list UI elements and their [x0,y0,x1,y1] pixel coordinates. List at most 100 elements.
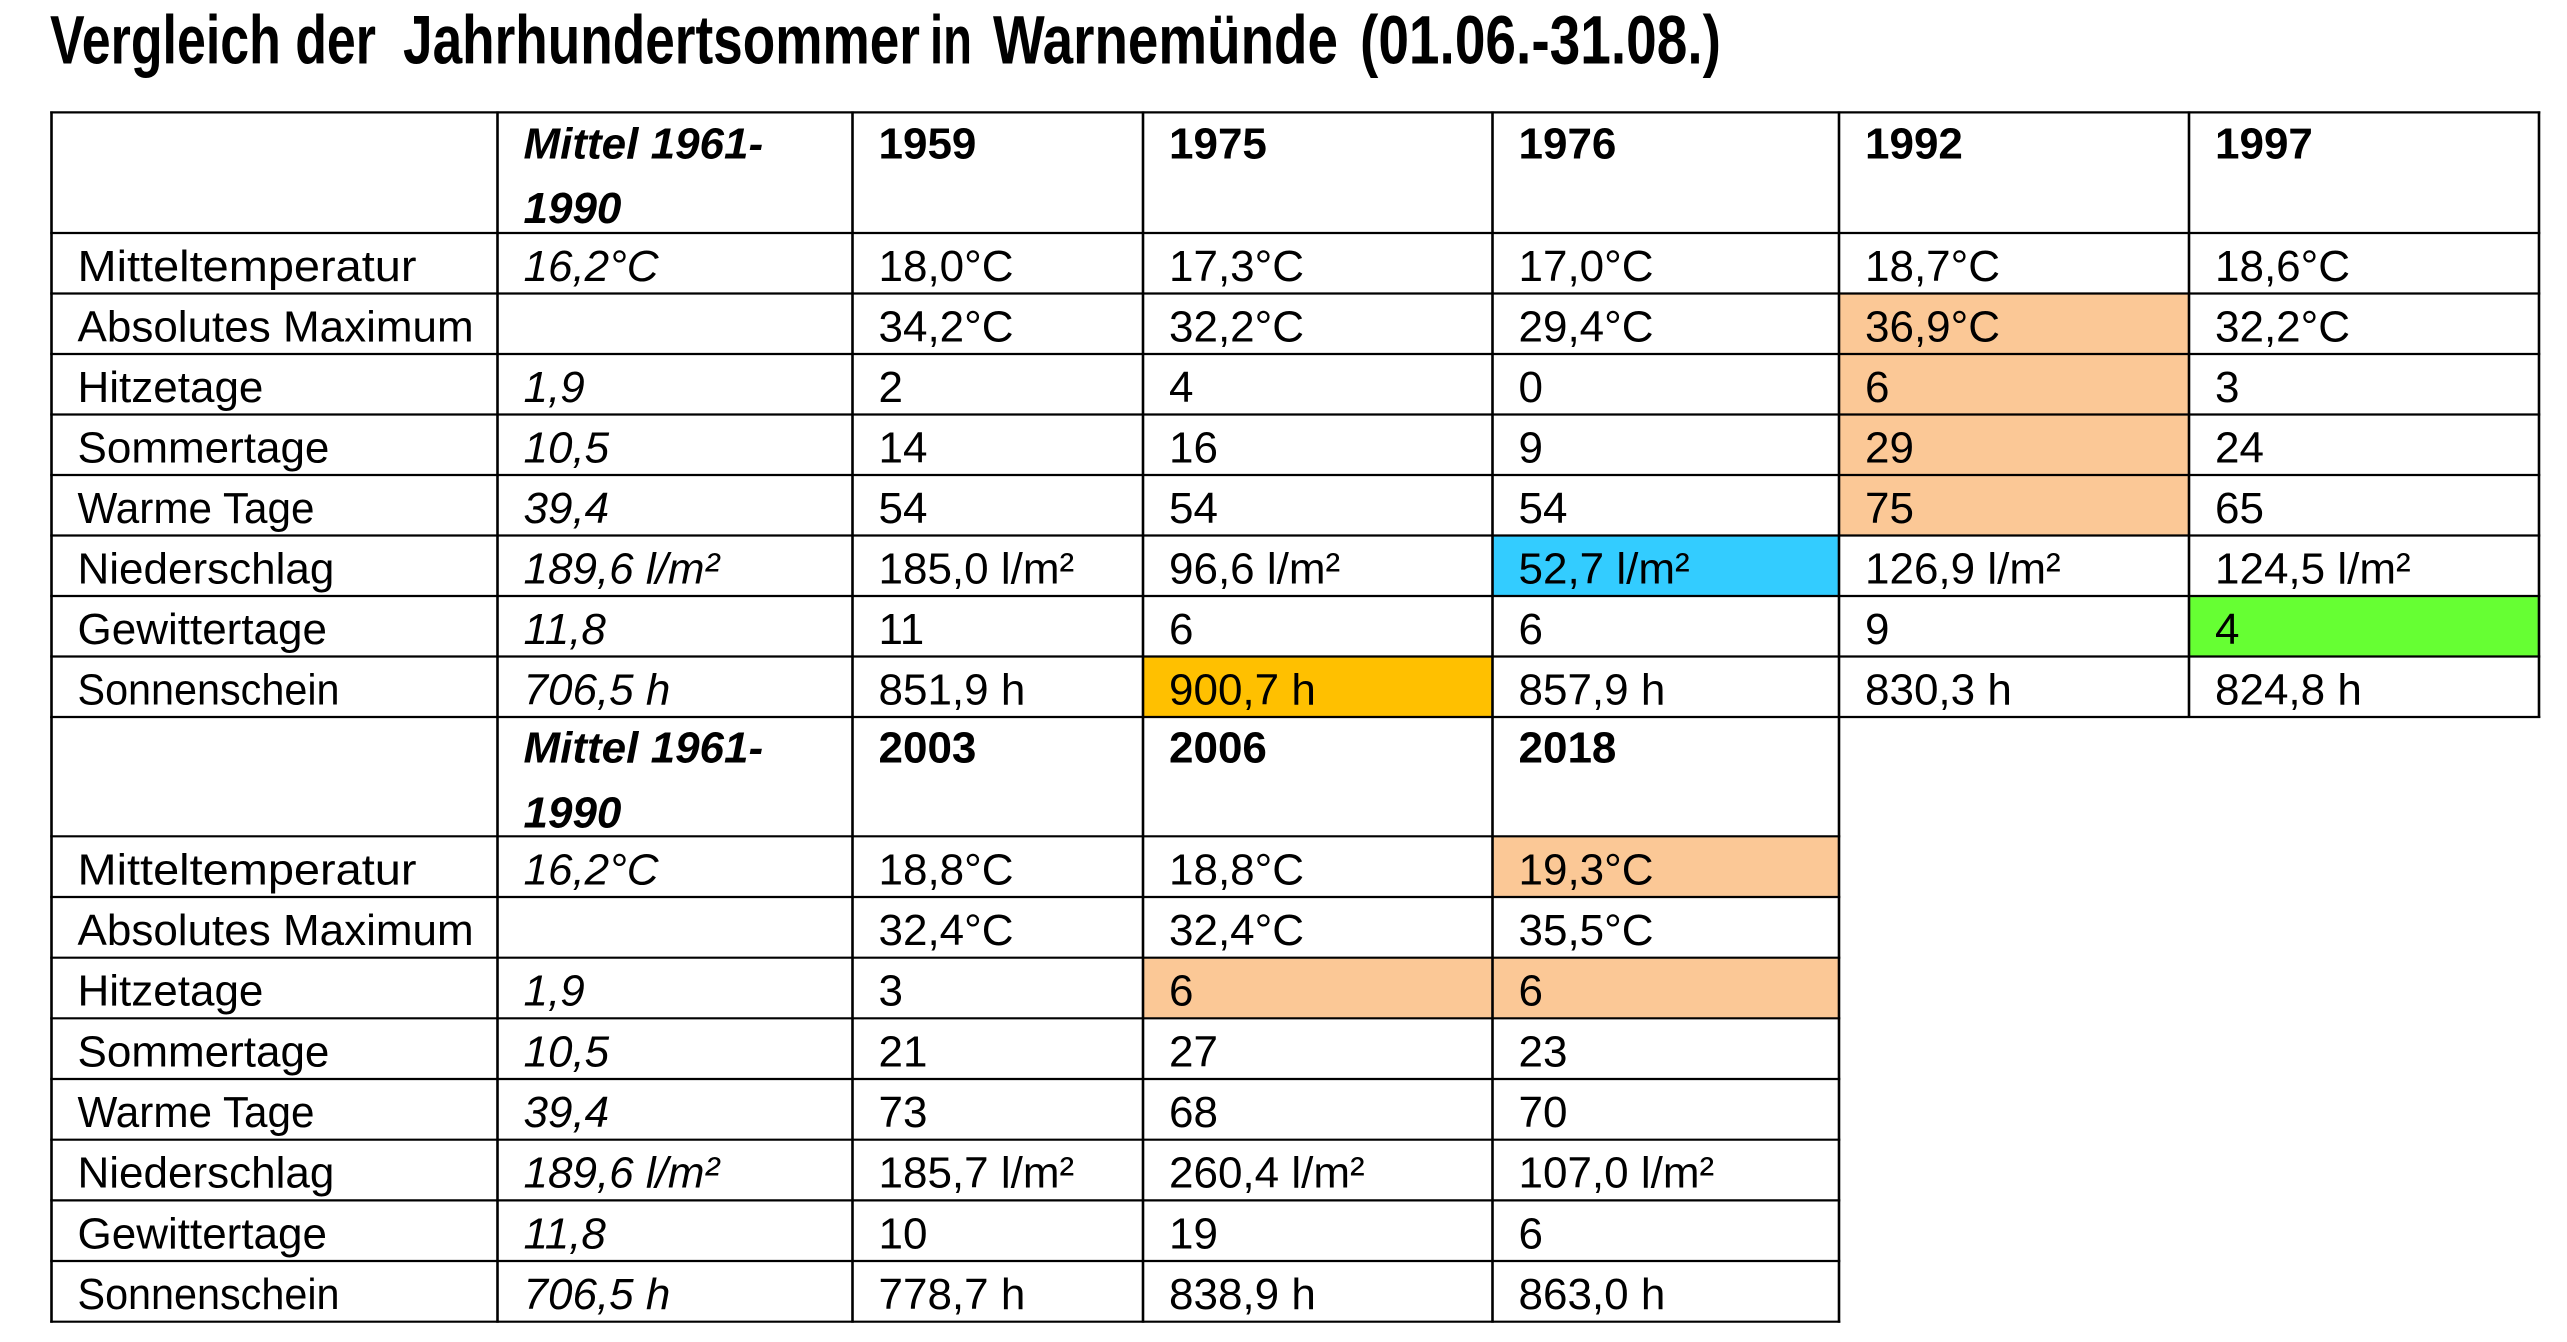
svg-text:9: 9 [1519,424,1543,473]
svg-text:863,0 h: 863,0 h [1519,1270,1666,1319]
svg-text:189,6 l/m²: 189,6 l/m² [524,545,721,594]
svg-text:16,2°C: 16,2°C [524,242,660,291]
svg-text:10: 10 [879,1209,928,1258]
svg-text:3: 3 [2215,363,2239,412]
svg-text:6: 6 [1519,967,1543,1016]
svg-text:17,3°C: 17,3°C [1169,242,1304,291]
svg-text:27: 27 [1169,1027,1218,1076]
svg-text:1990: 1990 [524,788,622,837]
svg-text:36,9°C: 36,9°C [1865,303,2000,352]
svg-text:824,8 h: 824,8 h [2215,666,2362,715]
svg-text:185,7 l/m²: 185,7 l/m² [879,1149,1075,1198]
svg-text:126,9 l/m²: 126,9 l/m² [1865,545,2061,594]
svg-text:Gewittertage: Gewittertage [78,1209,327,1258]
svg-text:54: 54 [1169,484,1218,533]
svg-text:2006: 2006 [1169,724,1267,773]
svg-text:2003: 2003 [879,724,977,773]
svg-text:16: 16 [1169,424,1218,473]
svg-text:706,5 h: 706,5 h [524,666,671,715]
svg-text:29,4°C: 29,4°C [1519,303,1654,352]
svg-text:10,5: 10,5 [524,424,610,473]
svg-text:54: 54 [1519,484,1568,533]
svg-text:3: 3 [879,967,903,1016]
svg-text:851,9 h: 851,9 h [879,666,1026,715]
svg-text:Absolutes Maximum: Absolutes Maximum [78,906,474,955]
svg-text:in: in [930,2,972,79]
svg-text:260,4 l/m²: 260,4 l/m² [1169,1149,1365,1198]
svg-text:Mittel 1961-: Mittel 1961- [524,724,764,773]
svg-text:11: 11 [879,605,925,654]
svg-text:Niederschlag: Niederschlag [78,1149,335,1198]
svg-text:4: 4 [2215,605,2239,654]
svg-text:706,5 h: 706,5 h [524,1270,671,1319]
svg-text:Warme Tage: Warme Tage [78,1088,315,1137]
svg-text:107,0 l/m²: 107,0 l/m² [1519,1149,1715,1198]
svg-text:2: 2 [879,363,903,412]
svg-text:39,4: 39,4 [524,484,610,533]
svg-text:1,9: 1,9 [524,363,585,412]
svg-text:32,2°C: 32,2°C [1169,303,1304,352]
svg-text:Jahrhundertsommer: Jahrhundertsommer [403,2,920,79]
svg-text:54: 54 [879,484,928,533]
svg-text:19,3°C: 19,3°C [1519,845,1654,894]
svg-text:(01.06.-31.08.): (01.06.-31.08.) [1360,2,1721,79]
svg-text:6: 6 [1169,967,1193,1016]
svg-text:Sonnenschein: Sonnenschein [78,1270,340,1319]
svg-text:1959: 1959 [879,120,977,169]
svg-text:21: 21 [879,1027,928,1076]
svg-text:11,8: 11,8 [524,1209,607,1258]
svg-text:Mitteltemperatur: Mitteltemperatur [78,242,417,291]
svg-text:9: 9 [1865,605,1889,654]
svg-text:830,3 h: 830,3 h [1865,666,2012,715]
svg-text:32,2°C: 32,2°C [2215,303,2350,352]
svg-text:32,4°C: 32,4°C [879,906,1014,955]
svg-text:39,4: 39,4 [524,1088,610,1137]
svg-text:857,9 h: 857,9 h [1519,666,1666,715]
svg-text:Warme Tage: Warme Tage [78,484,315,533]
svg-text:10,5: 10,5 [524,1027,610,1076]
svg-text:32,4°C: 32,4°C [1169,906,1304,955]
svg-text:75: 75 [1865,484,1914,533]
svg-text:24: 24 [2215,424,2264,473]
svg-text:16,2°C: 16,2°C [524,845,660,894]
svg-text:65: 65 [2215,484,2264,533]
svg-text:778,7 h: 778,7 h [879,1270,1026,1319]
svg-text:70: 70 [1519,1088,1568,1137]
svg-text:1990: 1990 [524,184,622,233]
svg-text:6: 6 [1865,363,1889,412]
svg-text:34,2°C: 34,2°C [879,303,1014,352]
svg-text:Hitzetage: Hitzetage [78,967,264,1016]
svg-text:96,6 l/m²: 96,6 l/m² [1169,545,1340,594]
svg-text:18,8°C: 18,8°C [879,845,1014,894]
svg-text:Sommertage: Sommertage [78,424,330,473]
svg-text:838,9 h: 838,9 h [1169,1270,1316,1319]
svg-text:73: 73 [879,1088,928,1137]
svg-text:19: 19 [1169,1209,1218,1258]
svg-text:189,6 l/m²: 189,6 l/m² [524,1149,721,1198]
svg-text:18,0°C: 18,0°C [879,242,1014,291]
svg-text:18,7°C: 18,7°C [1865,242,2000,291]
svg-text:Mitteltemperatur: Mitteltemperatur [78,845,417,894]
svg-text:6: 6 [1169,605,1193,654]
svg-text:Warnemünde: Warnemünde [993,2,1338,79]
svg-text:Mittel 1961-: Mittel 1961- [524,120,764,169]
svg-text:1975: 1975 [1169,120,1267,169]
svg-text:18,8°C: 18,8°C [1169,845,1304,894]
svg-text:2018: 2018 [1519,724,1617,773]
svg-text:1,9: 1,9 [524,967,585,1016]
svg-text:52,7 l/m²: 52,7 l/m² [1519,545,1690,594]
svg-text:Sonnenschein: Sonnenschein [78,666,340,715]
svg-text:4: 4 [1169,363,1193,412]
svg-text:900,7 h: 900,7 h [1169,666,1316,715]
svg-text:18,6°C: 18,6°C [2215,242,2350,291]
svg-text:6: 6 [1519,605,1543,654]
svg-text:124,5 l/m²: 124,5 l/m² [2215,545,2411,594]
svg-text:185,0 l/m²: 185,0 l/m² [879,545,1075,594]
svg-text:1992: 1992 [1865,120,1963,169]
svg-text:Gewittertage: Gewittertage [78,605,327,654]
svg-text:23: 23 [1519,1027,1568,1076]
svg-text:35,5°C: 35,5°C [1519,906,1654,955]
svg-text:68: 68 [1169,1088,1218,1137]
svg-text:0: 0 [1519,363,1543,412]
svg-text:Vergleich der: Vergleich der [50,2,376,79]
